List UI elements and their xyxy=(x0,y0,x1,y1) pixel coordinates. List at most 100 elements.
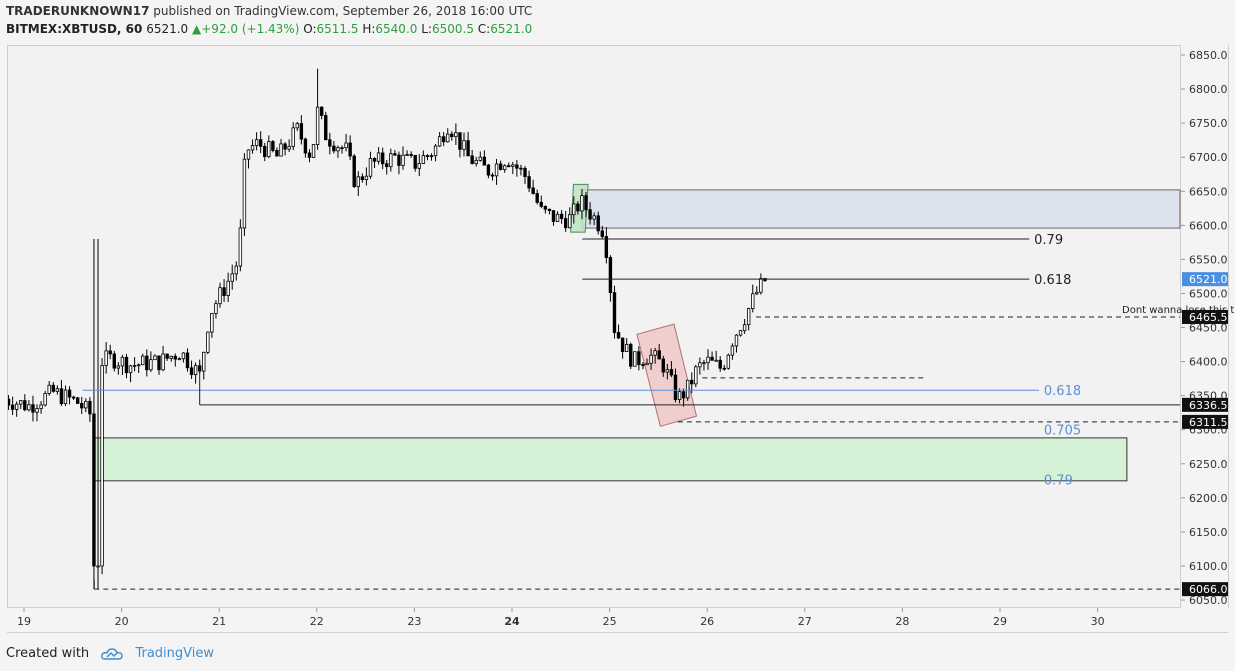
candle-body xyxy=(519,167,523,170)
candle-body xyxy=(242,158,247,229)
candle-body xyxy=(425,155,430,157)
candle-body xyxy=(263,145,267,158)
level-label: 0.618 xyxy=(1034,273,1071,288)
candle-body xyxy=(421,155,426,164)
tradingview-cloud-icon xyxy=(101,647,124,660)
price-tag-box xyxy=(1182,582,1228,597)
time-tick-label: 22 xyxy=(310,615,324,628)
candle-body xyxy=(702,362,706,365)
time-tick-label: 24 xyxy=(504,615,520,628)
candle-body xyxy=(441,136,446,143)
price-tick-label: 6850.0 xyxy=(1189,49,1228,62)
ohlc-line: BITMEX:XBTUSD, 60 6521.0 ▲+92.0 (+1.43%)… xyxy=(6,22,532,36)
candle-body xyxy=(271,141,275,151)
candle-body xyxy=(417,163,421,169)
candle-body xyxy=(173,355,177,360)
candle-body xyxy=(624,343,629,352)
candle-body xyxy=(177,358,182,361)
candle-body xyxy=(315,106,320,145)
candle-body xyxy=(690,379,694,385)
price-tick-label: 6450.0 xyxy=(1189,322,1228,335)
candle-body xyxy=(450,133,454,138)
candle-body xyxy=(486,164,491,176)
candle-body xyxy=(149,359,153,371)
price-axis[interactable] xyxy=(1181,45,1229,608)
candle-body xyxy=(502,165,507,170)
candle-body xyxy=(287,145,291,150)
candle-body xyxy=(596,215,600,232)
green-zone-rect xyxy=(93,437,1128,482)
tradingview-link[interactable]: TradingView xyxy=(135,646,214,661)
time-tick-label: 23 xyxy=(407,615,421,628)
candle-body xyxy=(458,132,462,150)
candle-body xyxy=(661,358,665,373)
candle-body xyxy=(71,396,76,399)
time-tick-label: 29 xyxy=(993,615,1007,628)
candle-body xyxy=(279,143,283,157)
candle-body xyxy=(490,174,495,177)
candle-body xyxy=(124,356,129,374)
candle-body xyxy=(576,203,580,212)
price-tick-label: 6500.0 xyxy=(1189,287,1228,300)
candle-body xyxy=(592,215,596,220)
candle-body xyxy=(633,351,637,367)
candle-body xyxy=(43,393,47,406)
candle-body xyxy=(328,139,332,147)
candle-body xyxy=(669,369,674,376)
candle-body xyxy=(498,163,503,170)
candle-body xyxy=(563,218,568,229)
candle-body xyxy=(303,138,308,154)
price-tag-label: 6465.5 xyxy=(1189,311,1228,324)
candle-body xyxy=(653,350,657,356)
candle-body xyxy=(226,280,230,296)
candle-body xyxy=(181,352,186,360)
candle-body xyxy=(104,350,108,366)
candle-body xyxy=(55,388,60,392)
candle-body xyxy=(193,365,198,376)
price-tag-label: 6311.5 xyxy=(1189,416,1228,429)
candle-body xyxy=(397,154,401,166)
candle-body xyxy=(706,356,710,364)
price-tick-label: 6200.0 xyxy=(1189,492,1228,505)
candle-body xyxy=(584,195,588,211)
chart-pane[interactable] xyxy=(7,45,1181,608)
price-tick-label: 6250.0 xyxy=(1189,458,1228,471)
time-tick-label: 27 xyxy=(798,615,812,628)
candle-body xyxy=(507,165,511,168)
candle-body xyxy=(637,351,641,365)
candle-body xyxy=(429,155,434,158)
candle-body xyxy=(547,208,552,211)
candle-body xyxy=(283,143,287,150)
candle-body xyxy=(116,365,121,369)
candle-body xyxy=(600,230,604,237)
red-box-shape xyxy=(636,323,698,427)
author-name[interactable]: TRADERUNKNOWN17 xyxy=(6,4,150,18)
candle-body xyxy=(474,159,478,165)
candle-body xyxy=(8,398,11,406)
publish-info: published on TradingView.com, September … xyxy=(153,4,533,18)
candle-body xyxy=(324,115,328,141)
candle-body xyxy=(368,158,373,177)
time-tick-label: 30 xyxy=(1091,615,1105,628)
candle-body xyxy=(612,292,617,333)
low-label: L: xyxy=(421,22,432,36)
candle-body xyxy=(35,408,39,413)
up-arrow-icon: ▲ xyxy=(192,22,202,36)
candle-body xyxy=(380,152,385,165)
price-tick-label: 6100.0 xyxy=(1189,560,1228,573)
candle-body xyxy=(726,354,731,369)
candle-body xyxy=(478,156,482,161)
candle-body xyxy=(539,201,543,207)
time-axis[interactable] xyxy=(7,608,1228,633)
candle-body xyxy=(665,369,670,373)
candle-body xyxy=(734,334,739,347)
candle-body xyxy=(31,404,35,413)
candle-body xyxy=(344,142,348,149)
candle-body xyxy=(67,389,72,398)
level-label: 0.79 xyxy=(1034,233,1063,248)
price-tick-label: 6550.0 xyxy=(1189,253,1228,266)
candle-body xyxy=(482,156,487,166)
time-tick-label: 20 xyxy=(115,615,129,628)
candle-body xyxy=(523,167,527,178)
candle-body xyxy=(685,379,690,399)
